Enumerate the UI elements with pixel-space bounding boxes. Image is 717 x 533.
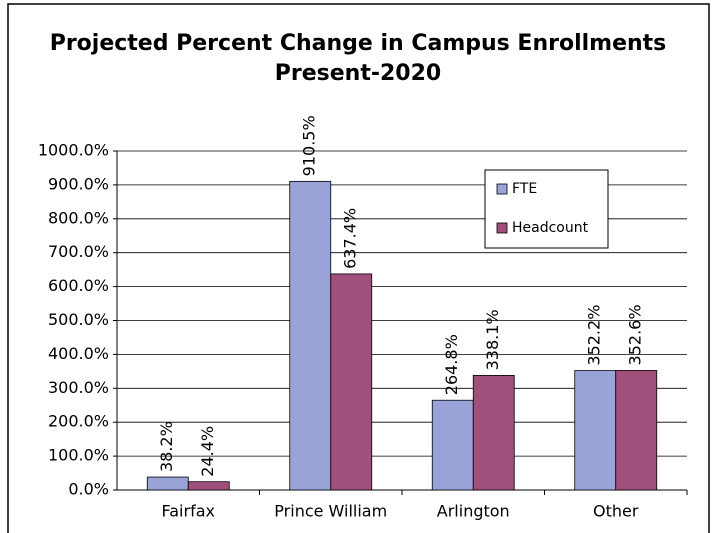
y-tick-label: 300.0% bbox=[48, 378, 109, 397]
x-tick-label: Prince William bbox=[274, 502, 387, 521]
y-tick-label: 900.0% bbox=[48, 174, 109, 193]
chart-title: Present-2020 bbox=[275, 61, 441, 86]
y-tick-label: 200.0% bbox=[48, 412, 109, 431]
y-tick-label: 500.0% bbox=[48, 310, 109, 329]
data-label: 352.2% bbox=[585, 305, 604, 366]
y-tick-label: 800.0% bbox=[48, 208, 109, 227]
y-tick-label: 0.0% bbox=[68, 480, 109, 499]
data-label: 264.8% bbox=[442, 334, 461, 395]
legend-label: FTE bbox=[512, 181, 537, 197]
data-label: 38.2% bbox=[157, 421, 176, 472]
bar bbox=[574, 370, 617, 491]
y-tick-label: 700.0% bbox=[48, 242, 109, 261]
data-label: 352.6% bbox=[626, 304, 645, 365]
bar bbox=[472, 374, 515, 491]
data-label: 910.5% bbox=[300, 115, 319, 176]
y-tick-label: 600.0% bbox=[48, 276, 109, 295]
bar bbox=[330, 273, 373, 491]
bar bbox=[146, 476, 189, 491]
legend-box bbox=[484, 169, 609, 249]
legend-swatch bbox=[496, 183, 508, 195]
bar bbox=[289, 180, 332, 491]
chart-title: Projected Percent Change in Campus Enrol… bbox=[50, 31, 667, 56]
y-tick-label: 1000.0% bbox=[38, 141, 109, 160]
y-tick-label: 100.0% bbox=[48, 446, 109, 465]
x-tick-label: Arlington bbox=[437, 502, 510, 521]
x-tick-label: Other bbox=[593, 502, 639, 521]
bar bbox=[431, 399, 474, 491]
bar bbox=[615, 370, 658, 491]
data-label: 338.1% bbox=[483, 309, 502, 370]
frame bbox=[7, 3, 710, 533]
y-tick-label: 400.0% bbox=[48, 344, 109, 363]
data-label: 637.4% bbox=[341, 208, 360, 269]
legend-swatch bbox=[496, 222, 508, 234]
bar bbox=[187, 481, 230, 491]
x-tick-label: Fairfax bbox=[162, 502, 215, 521]
legend-label: Headcount bbox=[512, 220, 589, 236]
data-label: 24.4% bbox=[198, 426, 217, 477]
